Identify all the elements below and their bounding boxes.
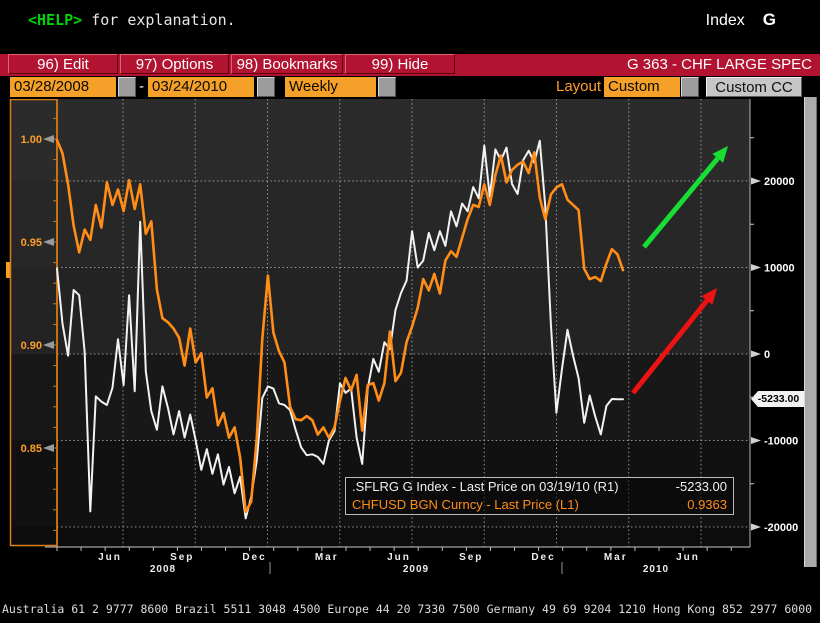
index-label: Index (705, 12, 745, 29)
x-axis-month-label: Jun (98, 552, 122, 563)
layout-select[interactable]: Custom (604, 77, 680, 97)
chfusd-line (55, 138, 625, 514)
plot-band (10, 99, 750, 181)
left-axis-tick-label: 0.95 (21, 237, 42, 249)
green-up-arrow (642, 156, 720, 249)
index-indicator: Index G (706, 10, 776, 30)
legend-box: .SFLRG G Index - Last Price on 03/19/10 … (345, 477, 734, 515)
help-tag[interactable]: <HELP> (28, 11, 83, 29)
legend-value: -5233.00 (675, 479, 727, 494)
left-axis-tick-label: 1.00 (21, 134, 42, 146)
x-axis-year-label: 2008 (150, 564, 176, 575)
x-axis-month-label: Sep (459, 552, 483, 563)
x-axis-year-label: 2010 (643, 564, 669, 575)
controls-row: 03/28/2008 - 03/24/2010 Weekly Layout Cu… (0, 77, 820, 99)
right-axis-tick-pointer (751, 437, 761, 444)
left-axis-tick-label: 0.90 (21, 340, 42, 352)
layout-label: Layout (556, 78, 602, 95)
red-up-arrow (631, 298, 709, 395)
footer-contacts-line: Australia 61 2 9777 8600 Brazil 5511 304… (2, 602, 813, 616)
right-axis-tick-label: 10000 (764, 263, 795, 275)
plot-band (10, 527, 750, 547)
footer: Australia 61 2 9777 8600 Brazil 5511 304… (2, 571, 818, 623)
x-axis-month-label: Dec (531, 552, 555, 563)
x-axis-month-label: Jun (676, 552, 700, 563)
green-up-arrow-head (712, 146, 728, 163)
date-range-separator: - (139, 78, 144, 95)
right-axis-tick-pointer (751, 350, 761, 358)
help-text: for explanation. (82, 11, 236, 29)
end-date-input[interactable]: 03/24/2010 (148, 77, 254, 97)
right-axis-tick-pointer (751, 177, 761, 185)
legend-label: CHFUSD BGN Curncy - Last Price (L1) (352, 497, 579, 512)
legend-row-sflrg: .SFLRG G Index - Last Price on 03/19/10 … (352, 478, 727, 496)
legend-row-chfusd: CHFUSD BGN Curncy - Last Price (L1) 0.93… (352, 496, 727, 514)
right-axis-tick-label: 20000 (764, 176, 795, 188)
period-spinner[interactable] (378, 77, 396, 97)
menu-bar: 96) Edit 97) Options 98) Bookmarks 99) H… (0, 54, 820, 76)
right-axis-tick-label: 0 (764, 349, 770, 361)
edit-button[interactable]: 96) Edit (8, 54, 118, 74)
options-button[interactable]: 97) Options (120, 54, 229, 74)
x-axis-month-label: Jun (387, 552, 411, 563)
left-axis-tick-pointer (43, 238, 54, 246)
plot-band (10, 181, 750, 268)
legend-label: .SFLRG G Index - Last Price on 03/19/10 … (352, 479, 619, 494)
start-date-spinner[interactable] (118, 77, 136, 97)
sflrg-line (56, 139, 624, 520)
x-axis-month-label: Mar (604, 552, 628, 563)
right-axis-last-price-badge: -5233.00 (751, 391, 806, 407)
left-axis-tick-pointer (43, 444, 54, 452)
chart-title: G 363 - CHF LARGE SPEC (626, 56, 812, 73)
x-axis-month-label: Sep (170, 552, 194, 563)
start-date-input[interactable]: 03/28/2008 (10, 77, 116, 97)
layout-spinner[interactable] (681, 77, 699, 97)
right-axis-tick-pointer (751, 523, 761, 531)
help-message: <HELP> for explanation. (28, 11, 236, 29)
plot-band (10, 267, 750, 354)
red-up-arrow-head (701, 288, 717, 305)
legend-value: 0.9363 (687, 497, 727, 512)
hide-button[interactable]: 99) Hide (345, 54, 455, 74)
left-axis-tick-pointer (43, 341, 54, 349)
custom-cc-button[interactable]: Custom CC (706, 77, 802, 97)
end-date-spinner[interactable] (257, 77, 275, 97)
right-axis-tick-label: -10000 (764, 436, 798, 448)
x-axis-year-label: 2009 (403, 564, 429, 575)
left-axis-tick-label: 0.85 (21, 443, 42, 455)
x-axis-month-label: Dec (242, 552, 266, 563)
function-key: G (762, 10, 776, 29)
vertical-scrollbar[interactable] (804, 97, 817, 567)
right-axis-tick-pointer (751, 264, 761, 271)
right-axis-tick-label: -20000 (764, 522, 798, 534)
help-bar: <HELP> for explanation. Index G (0, 0, 820, 34)
bookmarks-button[interactable]: 98) Bookmarks (231, 54, 343, 74)
x-axis-month-label: Mar (315, 552, 339, 563)
period-select[interactable]: Weekly (285, 77, 376, 97)
left-axis-tick-pointer (43, 135, 54, 143)
